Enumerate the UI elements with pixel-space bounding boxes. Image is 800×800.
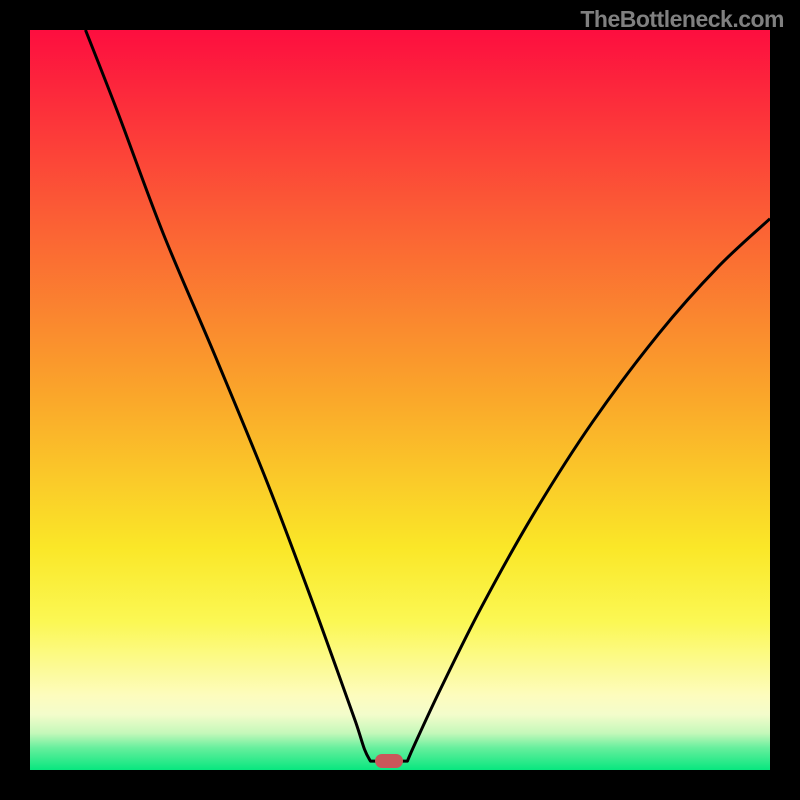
plot-area (30, 30, 770, 770)
curve-layer (30, 30, 770, 770)
chart-frame: TheBottleneck.com (0, 0, 800, 800)
watermark-text: TheBottleneck.com (580, 6, 784, 33)
optimum-marker (375, 754, 403, 768)
bottleneck-curve (86, 30, 771, 761)
